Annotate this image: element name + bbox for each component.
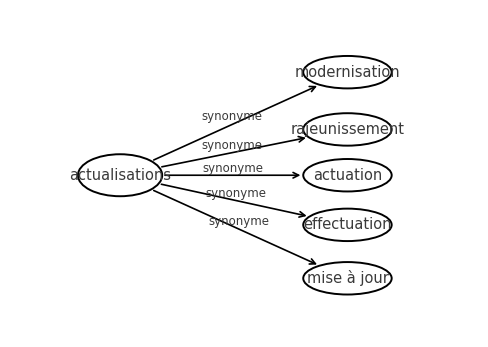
Text: synonyme: synonyme — [201, 110, 262, 123]
Ellipse shape — [303, 159, 391, 192]
Ellipse shape — [303, 262, 391, 295]
Text: synonyme: synonyme — [208, 215, 269, 228]
Text: actualisations: actualisations — [69, 168, 171, 183]
Text: synonyme: synonyme — [205, 187, 266, 200]
Text: modernisation: modernisation — [294, 65, 400, 80]
Ellipse shape — [303, 113, 391, 146]
Text: rajeunissement: rajeunissement — [290, 122, 404, 137]
Ellipse shape — [303, 56, 391, 88]
Text: mise à jour: mise à jour — [306, 270, 387, 286]
Text: synonyme: synonyme — [202, 139, 262, 152]
Ellipse shape — [78, 154, 162, 196]
Text: actuation: actuation — [312, 168, 381, 183]
Text: synonyme: synonyme — [202, 162, 263, 175]
Text: effectuation: effectuation — [303, 217, 391, 232]
Ellipse shape — [303, 209, 391, 241]
